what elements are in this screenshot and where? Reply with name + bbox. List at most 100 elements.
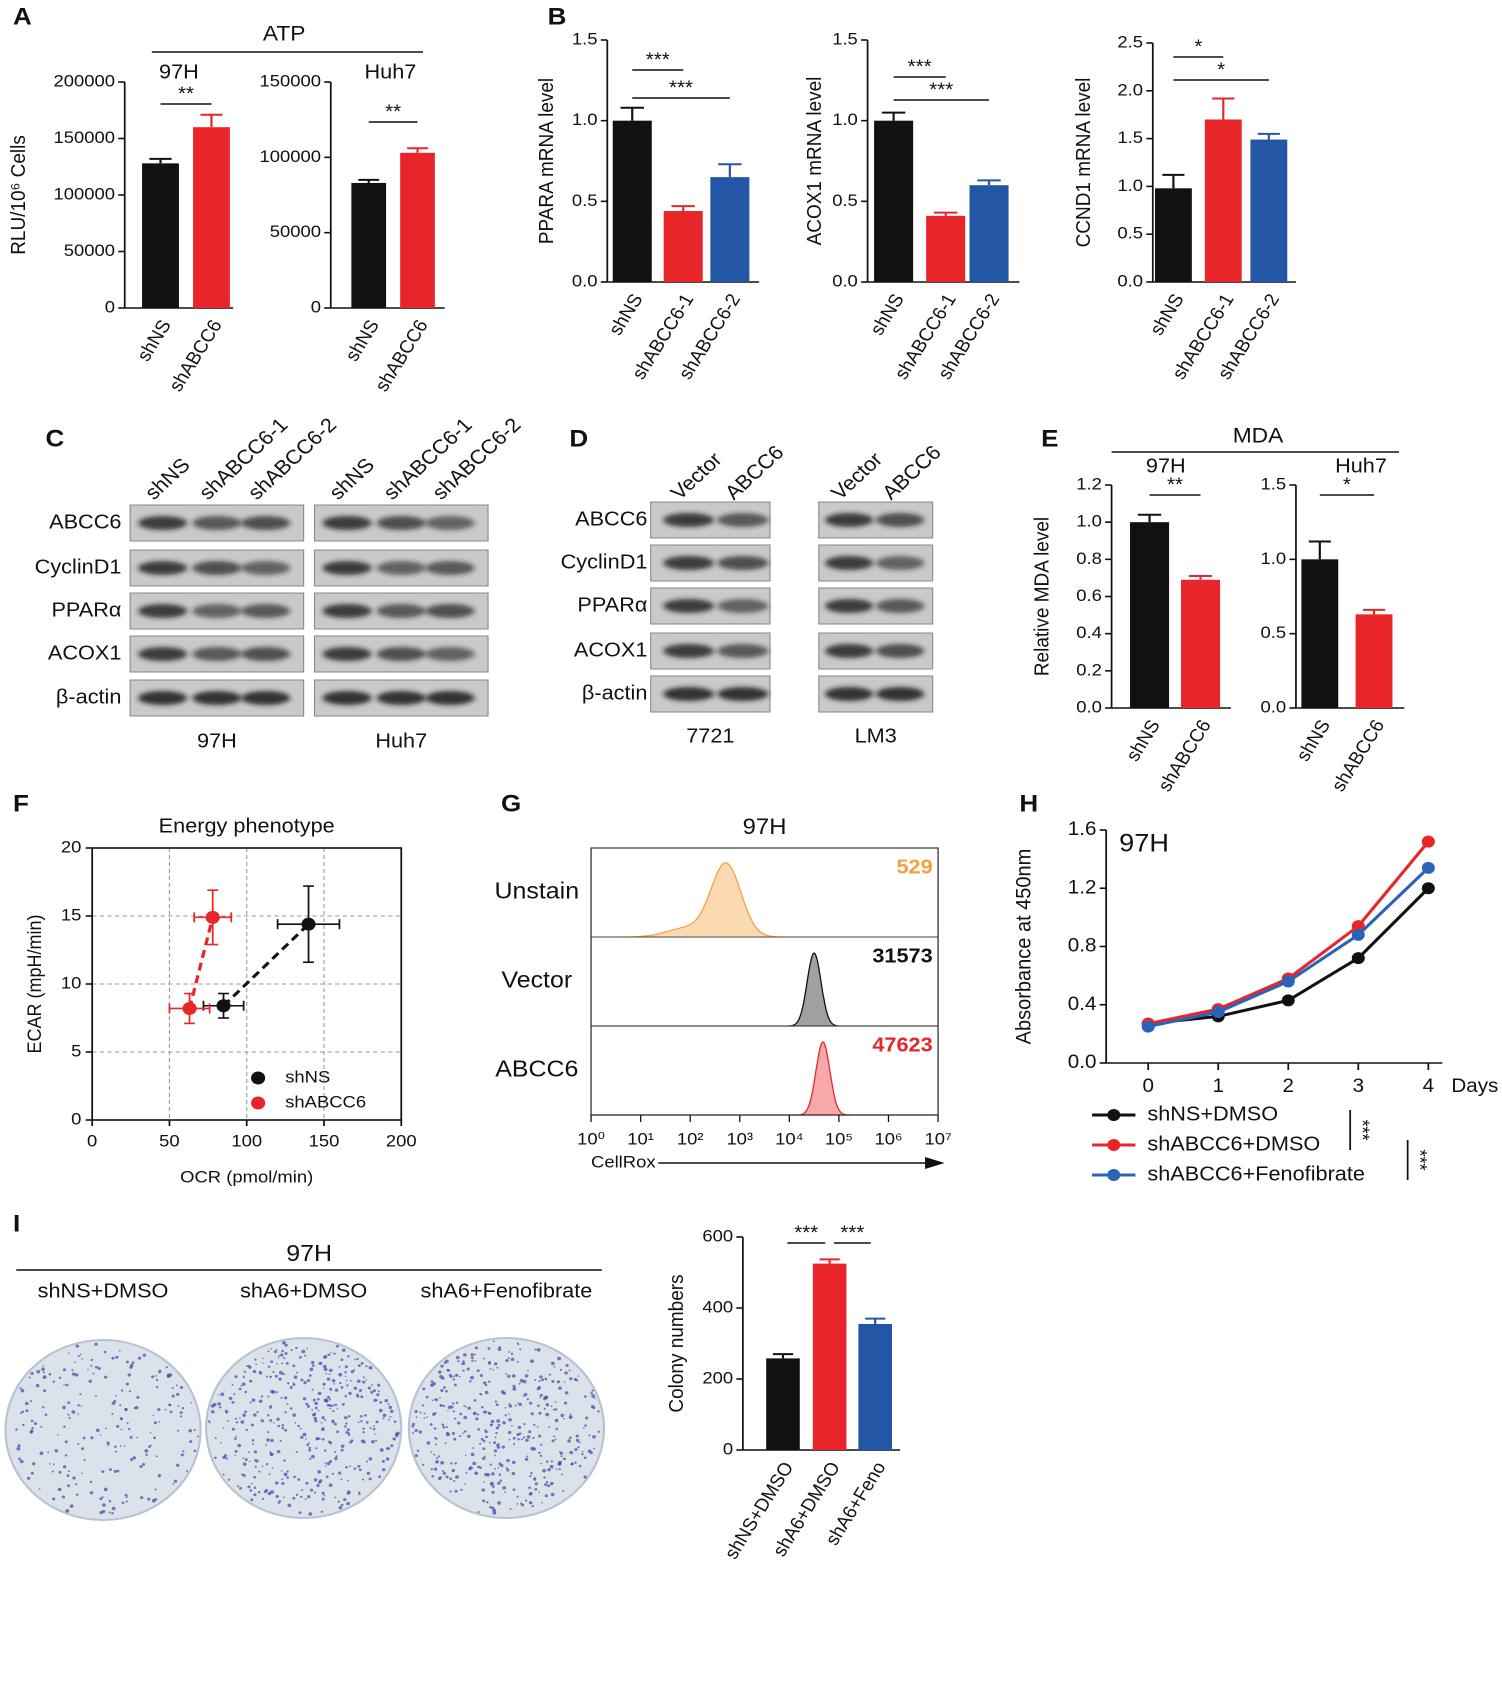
colony — [479, 1374, 484, 1377]
colony — [524, 1499, 528, 1502]
colony — [298, 1511, 302, 1515]
colony — [214, 1456, 217, 1459]
colony — [340, 1448, 344, 1452]
colony — [591, 1394, 596, 1398]
colony — [575, 1379, 579, 1382]
colony — [441, 1423, 444, 1425]
colony — [155, 1375, 157, 1377]
colony — [127, 1427, 131, 1431]
colony — [530, 1412, 534, 1416]
colony — [442, 1404, 446, 1408]
colony — [484, 1455, 486, 1458]
colony — [358, 1491, 361, 1494]
colony — [348, 1434, 351, 1437]
colony — [455, 1373, 459, 1377]
colony — [320, 1421, 323, 1424]
colony — [182, 1450, 185, 1453]
colony — [344, 1395, 347, 1398]
colony — [125, 1408, 128, 1411]
blot-band — [138, 647, 188, 661]
colony — [247, 1485, 251, 1489]
colony — [295, 1493, 299, 1497]
colony — [563, 1381, 566, 1383]
colony — [286, 1403, 289, 1406]
colony — [497, 1347, 502, 1351]
colony — [445, 1390, 448, 1393]
colony — [575, 1434, 579, 1438]
bar — [969, 185, 1009, 282]
colony — [21, 1410, 25, 1414]
colony — [422, 1387, 426, 1391]
blot-band — [425, 647, 475, 661]
colony — [382, 1413, 387, 1418]
colony — [52, 1497, 56, 1501]
blot-band — [717, 513, 769, 527]
colony — [67, 1352, 70, 1354]
colony — [321, 1497, 325, 1501]
colony — [465, 1471, 468, 1474]
colony — [544, 1378, 548, 1381]
colony — [20, 1389, 25, 1393]
colony — [38, 1488, 41, 1491]
colony — [53, 1463, 55, 1466]
x-tick-label: 0 — [1142, 1076, 1153, 1097]
colony — [159, 1369, 162, 1372]
colony — [343, 1498, 347, 1502]
colony — [243, 1370, 247, 1373]
colony — [381, 1459, 385, 1463]
colony — [282, 1341, 286, 1345]
colony — [414, 1454, 418, 1458]
colony — [437, 1455, 441, 1458]
legend-label: shABCC6+Fenofibrate — [1147, 1163, 1365, 1185]
colony — [318, 1480, 322, 1484]
colony — [483, 1481, 485, 1483]
colony — [90, 1364, 93, 1367]
cell-line-label: LM3 — [855, 725, 897, 747]
y-tick-label: 1.5 — [1117, 128, 1143, 147]
colony — [19, 1459, 24, 1464]
colony — [371, 1384, 374, 1386]
colony — [118, 1350, 121, 1352]
colony — [583, 1475, 587, 1479]
colony — [265, 1444, 267, 1446]
y-tick-label: 1.0 — [1261, 548, 1287, 567]
y-axis-label: RLU/10⁶ Cells — [7, 135, 30, 255]
colony — [309, 1367, 314, 1372]
colony — [481, 1456, 486, 1460]
colony — [492, 1340, 495, 1343]
colony — [111, 1512, 114, 1515]
colony — [173, 1479, 178, 1483]
colony — [493, 1449, 498, 1453]
colony-title: 97H — [286, 1241, 332, 1267]
colony — [508, 1438, 511, 1441]
blot-band — [425, 516, 475, 530]
colony — [389, 1416, 392, 1418]
blot-band — [376, 516, 426, 530]
colony — [570, 1462, 574, 1466]
colony — [431, 1475, 435, 1478]
significance-label: *** — [669, 78, 693, 99]
colony — [325, 1372, 327, 1375]
colony — [545, 1412, 550, 1417]
colony — [462, 1360, 465, 1363]
colony — [338, 1506, 343, 1510]
colony — [214, 1437, 217, 1440]
panel-letter: G — [501, 790, 521, 817]
colony — [344, 1375, 347, 1378]
colony — [103, 1487, 108, 1492]
colony — [270, 1360, 274, 1364]
colony — [75, 1493, 79, 1496]
colony — [129, 1436, 133, 1439]
plate — [4, 1339, 202, 1521]
panel-letter: H — [1019, 790, 1038, 817]
colony — [356, 1357, 359, 1361]
blot-band — [192, 516, 242, 530]
colony — [504, 1414, 507, 1417]
colony — [253, 1486, 257, 1489]
legend-label: shABCC6 — [285, 1092, 366, 1111]
colony — [318, 1361, 323, 1366]
colony — [551, 1439, 555, 1443]
colony — [19, 1412, 22, 1415]
colony — [83, 1458, 86, 1461]
colony — [324, 1462, 327, 1464]
